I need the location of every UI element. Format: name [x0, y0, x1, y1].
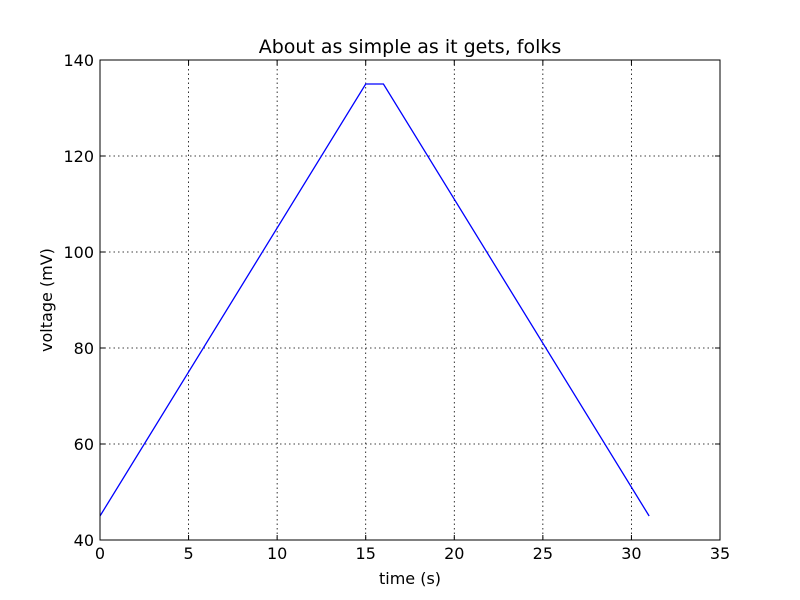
- y-tick-label: 80: [74, 339, 94, 358]
- y-axis-label: voltage (mV): [37, 248, 56, 352]
- x-axis-label: time (s): [379, 569, 441, 588]
- y-tick-label: 40: [74, 531, 94, 550]
- y-tick-label: 120: [63, 147, 94, 166]
- series-group: [99, 83, 650, 517]
- x-tick-label: 15: [356, 544, 376, 563]
- x-tick-label: 20: [444, 544, 464, 563]
- tick-labels: 0 5 10 15 20 25 30 35 40 60 80 100 120 140: [63, 51, 730, 563]
- x-tick-label: 30: [621, 544, 641, 563]
- ticks: [99, 59, 721, 541]
- plot-frame: [99, 59, 721, 541]
- y-tick-label: 60: [74, 435, 94, 454]
- x-tick-label: 25: [533, 544, 553, 563]
- y-tick-label: 100: [63, 243, 94, 262]
- x-tick-label: 5: [183, 544, 193, 563]
- y-tick-label: 140: [63, 51, 94, 70]
- x-tick-label: 35: [710, 544, 730, 563]
- chart-title: About as simple as it gets, folks: [259, 36, 562, 58]
- series-line: [99, 83, 650, 517]
- x-tick-label: 10: [267, 544, 287, 563]
- x-tick-label: 0: [95, 544, 105, 563]
